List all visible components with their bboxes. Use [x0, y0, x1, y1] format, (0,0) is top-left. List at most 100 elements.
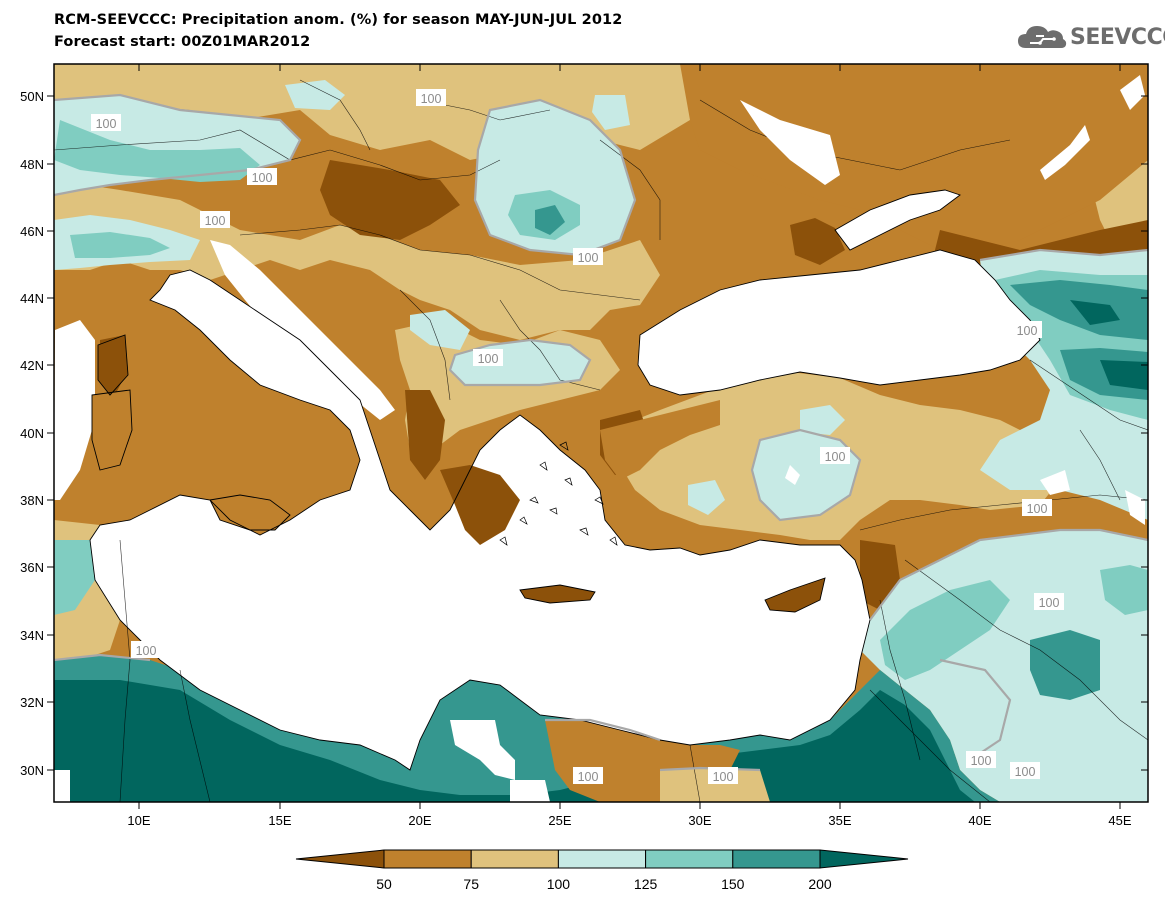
wet-region-germany [285, 80, 345, 110]
colorbar-high-triangle [819, 849, 909, 869]
map-field [54, 64, 1148, 802]
crimea [790, 218, 845, 265]
country-borders [54, 79, 1148, 802]
contour-label-bg [1012, 321, 1042, 338]
wet-region-alps-north-2 [54, 120, 260, 182]
near-normal-region-egypt [660, 768, 770, 802]
dnieper-reservoir [740, 100, 840, 185]
lat-label: 30N [20, 763, 44, 778]
africa-gap [54, 770, 70, 802]
colorbar-box [732, 849, 821, 869]
contour-label-bg [1034, 593, 1064, 610]
aegean-islands [499, 441, 618, 546]
lon-label: 40E [968, 813, 991, 828]
colorbar-label: 100 [547, 876, 571, 892]
salt-lake [785, 465, 800, 485]
contour-label: 100 [825, 450, 846, 464]
contour-label: 100 [96, 117, 117, 131]
contour-label-bg [91, 114, 121, 131]
contour-label: 100 [205, 214, 226, 228]
very-dry-region-albania [405, 390, 445, 480]
contour-label: 100 [713, 770, 734, 784]
colorbar-box [557, 849, 647, 869]
lon-label: 15E [268, 813, 291, 828]
very-dry-region-alps [320, 160, 460, 240]
lake-van [1125, 490, 1145, 525]
contour-labels: 100 100 100 100 100 100 100 100 100 100 100 100 100 1… [91, 89, 1064, 784]
colorbar-box [470, 849, 559, 869]
seevccc-logo: SEEVCCC [1016, 22, 1165, 52]
wet-region-algeria [54, 540, 95, 615]
contour-label-bg [473, 349, 503, 366]
lon-label: 10E [127, 813, 150, 828]
lon-label: 20E [408, 813, 431, 828]
contour-label-bg [131, 641, 161, 658]
contour-label: 100 [252, 171, 273, 185]
contour-label: 100 [1017, 324, 1038, 338]
longitude-axis: 10E 15E 20E 25E 30E 35E 40E 45E [127, 64, 1132, 828]
wet-region-serbia [410, 310, 470, 350]
contour-label: 100 [1015, 765, 1036, 779]
black-sea [638, 250, 1040, 395]
libya-gap-2 [510, 780, 550, 802]
libya-gap [450, 720, 515, 780]
wet-region-armenia-2 [1100, 360, 1148, 390]
colorbar-label: 150 [721, 876, 745, 892]
lat-label: 48N [20, 157, 44, 172]
lat-label: 42N [20, 358, 44, 373]
lat-label: 44N [20, 291, 44, 306]
wet-region-anatolia-2 [800, 405, 845, 435]
wet-region-syria [880, 580, 1010, 680]
lon-label: 25E [548, 813, 571, 828]
contour-label-bg [820, 447, 850, 464]
wet-region-mesopotamia [860, 530, 1148, 802]
cyprus-island [765, 578, 825, 612]
forecast-start: Forecast start: 00Z01MAR2012 [54, 34, 311, 50]
lon-label: 45E [1108, 813, 1131, 828]
volga-reservoir [1040, 125, 1090, 180]
sea-of-azov [835, 190, 960, 250]
logo-text: SEEVCCC [1070, 24, 1165, 50]
lon-label: 35E [828, 813, 851, 828]
contour-label: 100 [136, 644, 157, 658]
coastlines [89, 189, 1041, 771]
contour-label: 100 [971, 754, 992, 768]
contour-label: 100 [421, 92, 442, 106]
contour-label-bg [1022, 499, 1052, 516]
contour-label: 100 [578, 251, 599, 265]
wet-region-carpathians-3 [535, 205, 565, 235]
contour-label: 100 [1039, 596, 1060, 610]
wet-region-poland [592, 95, 630, 130]
corsica-island [98, 335, 128, 395]
colorbar-low-triangle [295, 849, 385, 869]
colorbar-box [645, 849, 734, 869]
lon-label: 30E [688, 813, 711, 828]
colorbar-box [383, 849, 472, 869]
lat-label: 38N [20, 493, 44, 508]
contour-label: 100 [578, 770, 599, 784]
contour-label-bg [708, 767, 738, 784]
greece-peninsula [440, 465, 520, 545]
wet-region-anatolia-3 [688, 480, 725, 515]
contour-label-bg [966, 751, 996, 768]
contour-label-bg [416, 89, 446, 106]
colorbar-label: 75 [463, 876, 479, 892]
north-reservoir [1120, 75, 1145, 110]
lat-label: 32N [20, 695, 44, 710]
wet-region-iran [1100, 565, 1148, 615]
contour-label-bg [200, 211, 230, 228]
contour-label: 100 [478, 352, 499, 366]
wet-region-caucasus-4 [1070, 300, 1120, 325]
colorbar-label: 50 [376, 876, 392, 892]
wet-region-po-valley-2 [70, 232, 170, 258]
contour-label-bg [573, 248, 603, 265]
map-title: RCM-SEEVCCC: Precipitation anom. (%) for… [54, 12, 623, 28]
sardinia-island [92, 390, 132, 470]
lat-label: 34N [20, 628, 44, 643]
contour-label-bg [573, 767, 603, 784]
contour-label-bg [1010, 762, 1040, 779]
sicily-island [210, 495, 290, 530]
western-mediterranean [54, 320, 95, 500]
lat-label: 40N [20, 426, 44, 441]
